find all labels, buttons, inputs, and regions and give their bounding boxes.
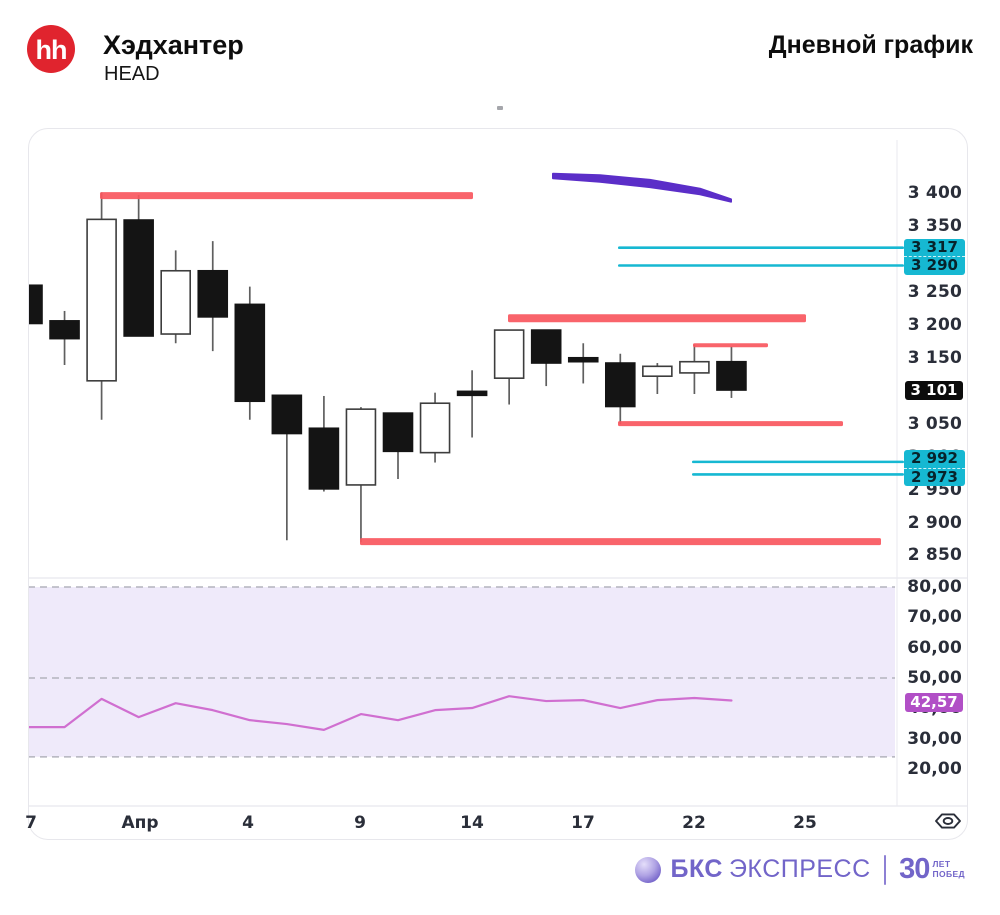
timeframe-title: Дневной график [768, 31, 973, 59]
cyan-level-badge: 3 317 [904, 238, 965, 257]
bks-brand-rest: ЭКСПРЕСС [728, 855, 871, 883]
candle [123, 194, 154, 337]
candle [530, 329, 562, 387]
rsi-axis-tick: 20,00 [907, 758, 962, 779]
anniversary-mark: 30 ЛЕТ ПОБЕД [899, 853, 965, 886]
price-axis-tick: 3 250 [907, 281, 962, 302]
price-axis-tick: 3 050 [907, 413, 962, 434]
rsi-axis-tick: 60,00 [907, 637, 962, 658]
candle [29, 284, 43, 325]
cyan-level-badge: 2 992 [904, 450, 965, 468]
candle [679, 344, 710, 394]
rsi-axis-tick: 50,00 [907, 667, 962, 688]
x-axis-label[interactable]: Апр [121, 813, 159, 833]
x-axis-label[interactable]: 9 [354, 813, 366, 833]
price-axis-tick: 3 200 [907, 314, 962, 335]
cyan-level-badge-group: 3 317 3 290 [904, 238, 965, 275]
chart-card[interactable] [28, 128, 968, 840]
candle [642, 363, 673, 394]
x-axis-label[interactable]: 14 [460, 813, 484, 833]
headhunter-logo-text: hh [35, 34, 68, 65]
anniversary-years-label: ЛЕТ [932, 858, 951, 869]
x-axis-label[interactable]: 17 [571, 813, 595, 833]
candle [308, 395, 340, 492]
price-axis-tick: 2 900 [907, 512, 962, 533]
instrument-ticker: HEAD [104, 63, 160, 85]
red-level-line [693, 343, 768, 348]
cyan-level-line [618, 264, 904, 267]
rsi-axis-tick: 70,00 [907, 607, 962, 628]
candle [456, 370, 488, 438]
eye-icon[interactable] [933, 811, 963, 836]
candle [49, 310, 80, 365]
candle [160, 250, 191, 344]
candle [271, 394, 303, 541]
artifact-dot [497, 106, 503, 110]
x-axis-label[interactable]: 4 [242, 813, 254, 833]
rsi-axis-tick: 30,00 [907, 728, 962, 749]
cyan-level-badge-group: 2 992 2 973 [904, 450, 965, 487]
swoosh-arrow-annotation [552, 172, 732, 203]
brand-divider [883, 854, 887, 885]
cyan-level-badge: 3 290 [904, 256, 965, 275]
candle [345, 407, 377, 543]
x-axis-label[interactable]: 22 [682, 813, 706, 833]
cyan-level-badge: 2 973 [904, 467, 965, 487]
red-level-line [618, 421, 843, 427]
price-axis-tick: 2 850 [907, 545, 962, 566]
bks-sphere-icon [635, 856, 662, 883]
anniversary-number: 30 [899, 853, 930, 885]
anniversary-wins-label: ПОБЕД [932, 868, 965, 879]
rsi-axis-tick: 80,00 [907, 577, 962, 597]
chart-canvas[interactable] [28, 128, 968, 840]
candle [567, 343, 599, 384]
x-axis-label[interactable]: 7 [25, 813, 37, 833]
bks-express-logo: БКС ЭКСПРЕСС 30 ЛЕТ ПОБЕД [635, 853, 965, 886]
cyan-level-line [692, 473, 904, 476]
price-axis-tick: 3 150 [907, 347, 962, 368]
red-level-line [360, 538, 881, 546]
candle [419, 392, 451, 463]
rsi-value-badge: 42,57 [905, 692, 963, 712]
candle [86, 192, 117, 420]
red-level-line [100, 192, 473, 200]
rsi-band [29, 587, 895, 757]
instrument-title: Хэдхантер [103, 30, 244, 60]
candle [604, 353, 636, 425]
candle [716, 346, 747, 398]
price-axis-tick: 3 350 [907, 215, 962, 236]
x-axis-label[interactable]: 25 [793, 813, 817, 833]
last-price-badge: 3 101 [905, 380, 963, 400]
candle [493, 329, 525, 405]
price-axis-tick: 3 400 [907, 183, 962, 203]
rsi-line [29, 695, 733, 731]
bks-brand-bold: БКС [670, 855, 723, 883]
bks-brand-text: БКС ЭКСПРЕСС [670, 855, 870, 884]
candle [197, 241, 229, 352]
cyan-level-line [618, 246, 904, 249]
cyan-level-line [692, 460, 904, 464]
headhunter-logo: hh [27, 25, 75, 73]
candle [234, 286, 266, 420]
candle [382, 412, 414, 480]
red-level-line [508, 314, 806, 323]
